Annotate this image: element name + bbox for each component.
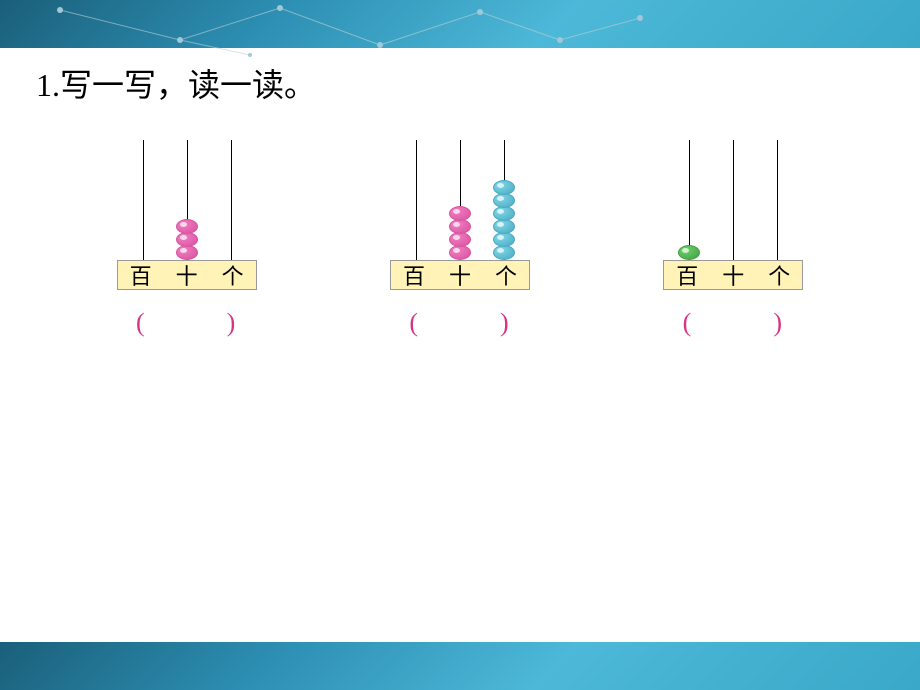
question-title: 1.写一写，读一读。 — [36, 60, 316, 106]
bead — [493, 232, 515, 247]
paren-left: ( — [409, 308, 420, 337]
bead — [493, 219, 515, 234]
abacus-1: 百十个 () — [87, 140, 287, 338]
bead — [493, 245, 515, 260]
answer-blank: () — [409, 308, 510, 338]
bead — [449, 232, 471, 247]
rods-area — [663, 140, 803, 260]
place-label: 百 — [676, 259, 698, 291]
paren-right: ) — [227, 308, 238, 337]
bead — [176, 232, 198, 247]
rod — [416, 140, 417, 260]
paren-right: ) — [773, 308, 784, 337]
place-label-bar: 百十个 — [390, 260, 530, 290]
bead — [493, 206, 515, 221]
rod — [143, 140, 144, 260]
bead — [493, 193, 515, 208]
place-label-bar: 百十个 — [117, 260, 257, 290]
bead — [449, 219, 471, 234]
abacus-2: 百十个 () — [360, 140, 560, 338]
bead — [176, 245, 198, 260]
bead — [449, 245, 471, 260]
place-label: 十 — [722, 259, 744, 291]
paren-right: ) — [500, 308, 511, 337]
abacus-row: 百十个()百十个()百十个() — [0, 140, 920, 338]
rod — [777, 140, 778, 260]
rod — [231, 140, 232, 260]
paren-left: ( — [136, 308, 147, 337]
rods-area — [117, 140, 257, 260]
border-top — [0, 0, 920, 48]
paren-left: ( — [683, 308, 694, 337]
answer-blank: () — [683, 308, 784, 338]
rod — [733, 140, 734, 260]
place-label: 个 — [768, 259, 790, 291]
bead — [493, 180, 515, 195]
abacus-3: 百十个 () — [633, 140, 833, 338]
bead — [449, 206, 471, 221]
border-bottom — [0, 642, 920, 690]
place-label: 十 — [449, 259, 471, 291]
rod — [689, 140, 690, 260]
bead — [176, 219, 198, 234]
place-label-bar: 百十个 — [663, 260, 803, 290]
place-label: 百 — [403, 259, 425, 291]
place-label: 十 — [176, 259, 198, 291]
rods-area — [390, 140, 530, 260]
place-label: 个 — [222, 259, 244, 291]
place-label: 百 — [130, 259, 152, 291]
answer-blank: () — [136, 308, 237, 338]
bead — [678, 245, 700, 260]
place-label: 个 — [495, 259, 517, 291]
